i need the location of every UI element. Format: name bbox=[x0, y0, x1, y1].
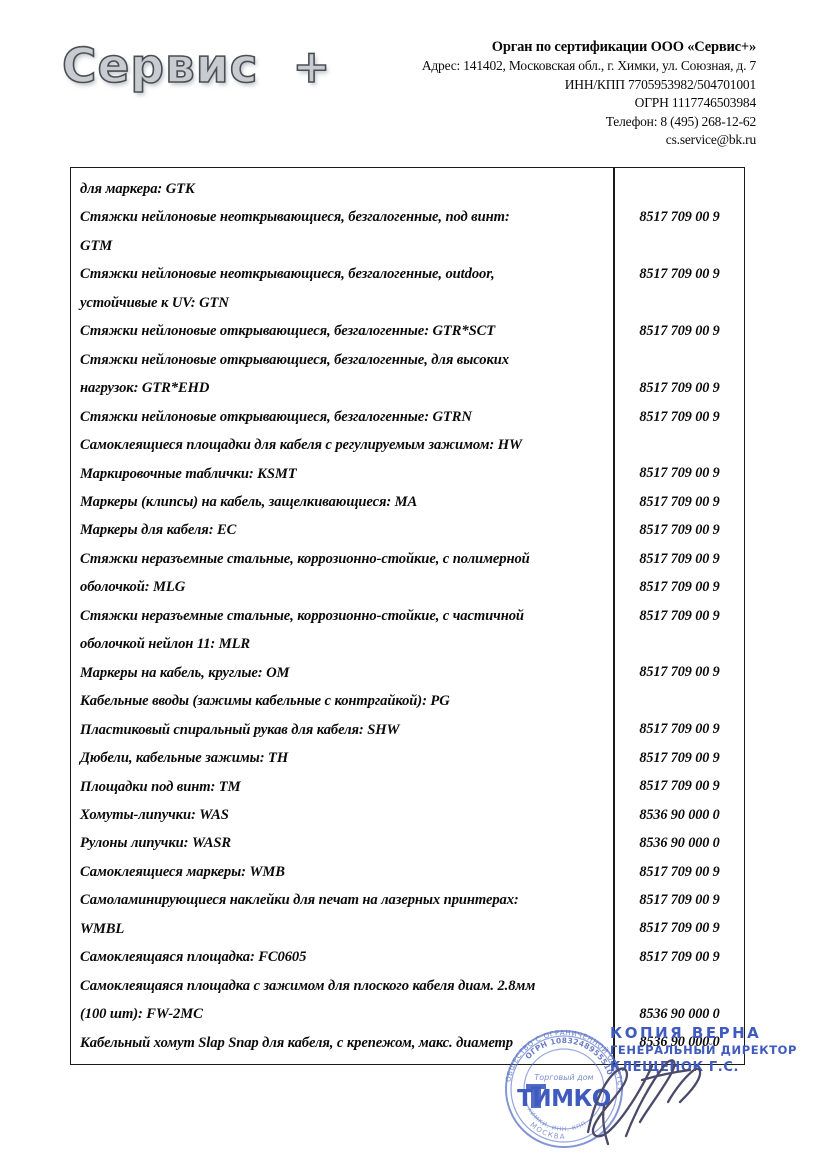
tn-ved-code: 8536 90 000 0 bbox=[639, 806, 720, 823]
tn-ved-code-column: 8517 709 00 9 8517 709 00 9 8517 709 00 9 8… bbox=[615, 168, 744, 1064]
organization-ogrn: ОГРН 1117746503984 bbox=[634, 95, 757, 110]
tn-ved-code: 8517 709 00 9 bbox=[639, 465, 720, 482]
svg-text:МОСКВА: МОСКВА bbox=[528, 1121, 566, 1141]
tn-ved-code: 8536 90 000 0 bbox=[639, 835, 720, 852]
goods-name-line: Самоклеящаяся площадка с зажимом для пло… bbox=[80, 977, 536, 994]
tn-ved-code: 8517 709 00 9 bbox=[639, 721, 720, 738]
organization-address: Адрес: 141402, Московская обл., г. Химки… bbox=[421, 58, 756, 73]
goods-name-line: Кабельный хомут Slap Snap для кабеля, с … bbox=[80, 1034, 513, 1051]
organization-email: cs.service@bk.ru bbox=[665, 132, 756, 147]
tn-ved-code: 8517 709 00 9 bbox=[639, 749, 720, 766]
goods-name-line: Рулоны липучки: WASR bbox=[80, 835, 232, 852]
tn-ved-code: 8517 709 00 9 bbox=[639, 266, 720, 283]
logo-wordmark: Сервис bbox=[61, 38, 259, 95]
goods-name-line: для маркера: GTK bbox=[80, 181, 195, 197]
tn-ved-code-empty bbox=[615, 971, 744, 999]
goods-name-line: Стяжки нейлоновые открывающиеся, безгало… bbox=[80, 408, 472, 425]
goods-name-line: Хомуты-липучки: WAS bbox=[80, 806, 229, 823]
organization-phone: Телефон: 8 (495) 268-12-62 bbox=[605, 113, 756, 129]
goods-name-line: Площадки под винт: TM bbox=[80, 778, 241, 795]
letterhead: Сервис + Орган по сертификации ООО «Серви… bbox=[0, 0, 823, 160]
goods-name-line: Маркировочные таблички: KSMT bbox=[80, 465, 297, 482]
tn-ved-code: 8517 709 00 9 bbox=[639, 408, 720, 425]
goods-name-line: Маркеры на кабель, круглые: OM bbox=[80, 664, 290, 681]
goods-name-column: для маркера: GTK Стяжки нейлоновые неоткр… bbox=[71, 168, 613, 1057]
goods-name-line: Кабельные вводы (зажимы кабельные с конт… bbox=[80, 693, 450, 710]
tn-ved-code: 8517 709 00 9 bbox=[639, 209, 720, 226]
tn-ved-code-empty bbox=[615, 630, 744, 658]
tn-ved-code: 8517 709 00 9 bbox=[639, 380, 720, 397]
goods-name-line: Стяжки нейлоновые неоткрывающиеся, безга… bbox=[80, 209, 510, 226]
goods-name-line: Дюбели, кабельные зажимы: TH bbox=[80, 750, 289, 767]
table-column-divider bbox=[613, 168, 615, 1064]
goods-name-line: Пластиковый спиральный рукав для кабеля:… bbox=[80, 721, 400, 738]
goods-name-line: WMBL bbox=[80, 920, 125, 937]
tn-ved-code: 8536 90 000 0 bbox=[639, 1034, 720, 1051]
tn-ved-code-empty bbox=[615, 687, 744, 715]
goods-name-line: Стяжки нейлоновые открывающиеся, безгало… bbox=[80, 351, 509, 368]
tn-ved-code: 8517 709 00 9 bbox=[639, 579, 720, 596]
organization-title: Орган по сертификации ООО «Сервис+» bbox=[491, 39, 756, 55]
goods-name-line: нагрузок: GTR*EHD bbox=[80, 380, 210, 397]
company-logo: Сервис + bbox=[61, 36, 392, 108]
goods-name-line: Стяжки неразъемные стальные, коррозионно… bbox=[80, 550, 530, 567]
goods-name-line: Самоклеящаяся площадка: FC0605 bbox=[80, 949, 307, 966]
logo-plus-icon: + bbox=[292, 39, 331, 94]
tn-ved-code: 8517 709 00 9 bbox=[639, 607, 720, 624]
tn-ved-code-empty bbox=[615, 431, 744, 459]
goods-name-line: Стяжки нейлоновые открывающиеся, безгало… bbox=[80, 323, 496, 340]
tn-ved-code-empty bbox=[615, 175, 744, 203]
goods-classification-table: для маркера: GTK Стяжки нейлоновые неоткр… bbox=[70, 167, 745, 1065]
goods-name-line: Маркеры (клипсы) на кабель, защелкивающи… bbox=[80, 493, 418, 510]
tn-ved-code: 8517 709 00 9 bbox=[639, 323, 720, 340]
tn-ved-code: 8517 709 00 9 bbox=[639, 522, 720, 539]
goods-name-line: (100 шт): FW-2MC bbox=[80, 1006, 203, 1023]
goods-name-line: GTM bbox=[80, 237, 113, 254]
tn-ved-code: 8517 709 00 9 bbox=[639, 920, 720, 937]
tn-ved-code: 8517 709 00 9 bbox=[639, 948, 720, 965]
tn-ved-code: 8517 709 00 9 bbox=[639, 863, 720, 880]
goods-name-line: Самоклеящиеся площадки для кабеля с регу… bbox=[80, 437, 522, 454]
tn-ved-code: 8517 709 00 9 bbox=[639, 493, 720, 510]
tn-ved-code: 8517 709 00 9 bbox=[639, 891, 720, 908]
goods-name-line: Стяжки неразъемные стальные, коррозионно… bbox=[80, 607, 524, 624]
goods-name-line: оболочкой нейлон 11: MLR bbox=[80, 636, 251, 653]
goods-name-line: Самоклеящиеся маркеры: WMB bbox=[80, 863, 285, 880]
organization-inn-kpp: ИНН/КПП 7705953982/504701001 bbox=[564, 76, 756, 92]
tn-ved-code: 8536 90 000 0 bbox=[639, 1005, 720, 1022]
tn-ved-code-empty bbox=[615, 232, 744, 260]
tn-ved-code-empty bbox=[615, 346, 744, 374]
tn-ved-code: 8517 709 00 9 bbox=[639, 664, 720, 681]
goods-name-line: устойчивые к UV: GTN bbox=[80, 294, 229, 311]
tn-ved-code: 8517 709 00 9 bbox=[639, 550, 720, 567]
goods-name-line: оболочкой: MLG bbox=[80, 579, 186, 596]
svg-text:Торговый дом: Торговый дом bbox=[534, 1073, 593, 1082]
organization-details: Орган по сертификации ООО «Сервис+» Адре… bbox=[286, 38, 756, 150]
svg-text:ТИМКО: ТИМКО bbox=[517, 1086, 611, 1112]
tn-ved-code: 8517 709 00 9 bbox=[639, 778, 720, 795]
goods-name-line: Маркеры для кабеля: EC bbox=[80, 522, 237, 539]
goods-name-line: Самоламинирующиеся наклейки для печат на… bbox=[80, 892, 519, 909]
svg-text:ХИМКИ, ИНН, КПП: ХИМКИ, ИНН, КПП bbox=[525, 1107, 588, 1133]
tn-ved-code-empty bbox=[615, 289, 744, 317]
goods-name-line: Стяжки нейлоновые неоткрывающиеся, безга… bbox=[80, 266, 495, 283]
